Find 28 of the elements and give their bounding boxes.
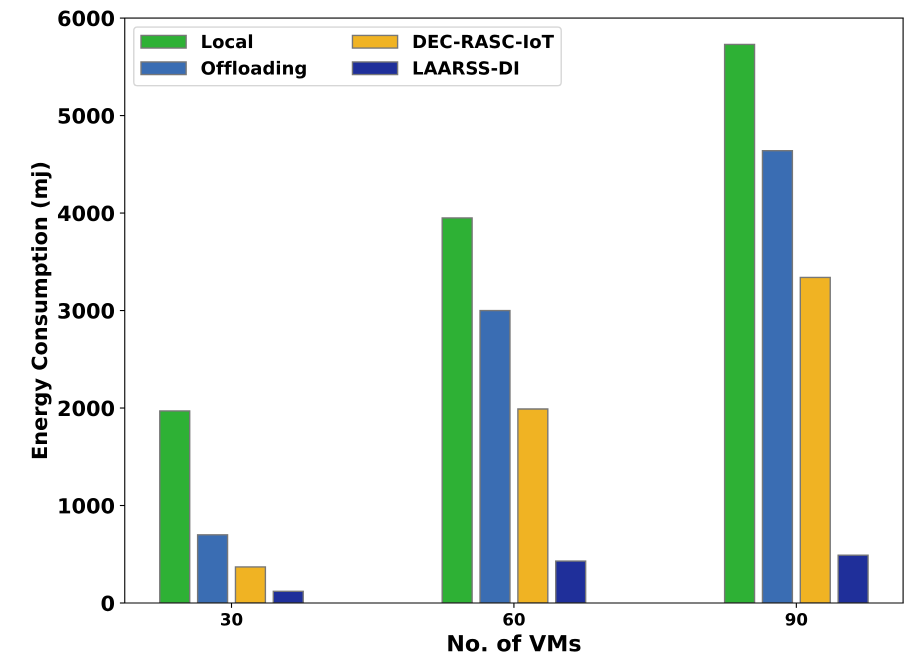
y-tick-label: 0 [102, 595, 114, 612]
x-axis-title: No. of VMs [448, 634, 580, 652]
bar [479, 310, 511, 603]
bar [159, 410, 190, 603]
bar [555, 560, 586, 603]
bar [800, 276, 831, 603]
y-tick-label: 3000 [58, 303, 114, 319]
bar [441, 217, 473, 603]
bar [196, 534, 228, 603]
bar [234, 566, 266, 603]
bar [517, 408, 549, 603]
y-tick-label: 6000 [58, 10, 114, 26]
legend-label: Offloading [201, 60, 306, 78]
x-tick-label: 90 [786, 613, 808, 626]
bar [837, 554, 869, 603]
y-tick-label: 2000 [58, 400, 114, 416]
bar [724, 44, 756, 603]
legend-label: DEC-RASC-IoT [414, 34, 554, 48]
bar [762, 150, 794, 603]
y-axis-title: Energy Consumption (mj) [31, 162, 52, 458]
legend-label: Local [202, 34, 252, 48]
x-tick-label: 60 [503, 613, 525, 626]
legend-label: LAARSS-DI [414, 61, 518, 75]
y-tick-label: 5000 [58, 108, 114, 124]
y-tick-label: 1000 [59, 498, 114, 514]
x-tick-label: 30 [221, 613, 242, 626]
bar [272, 590, 304, 603]
y-tick-label: 4000 [58, 206, 114, 222]
